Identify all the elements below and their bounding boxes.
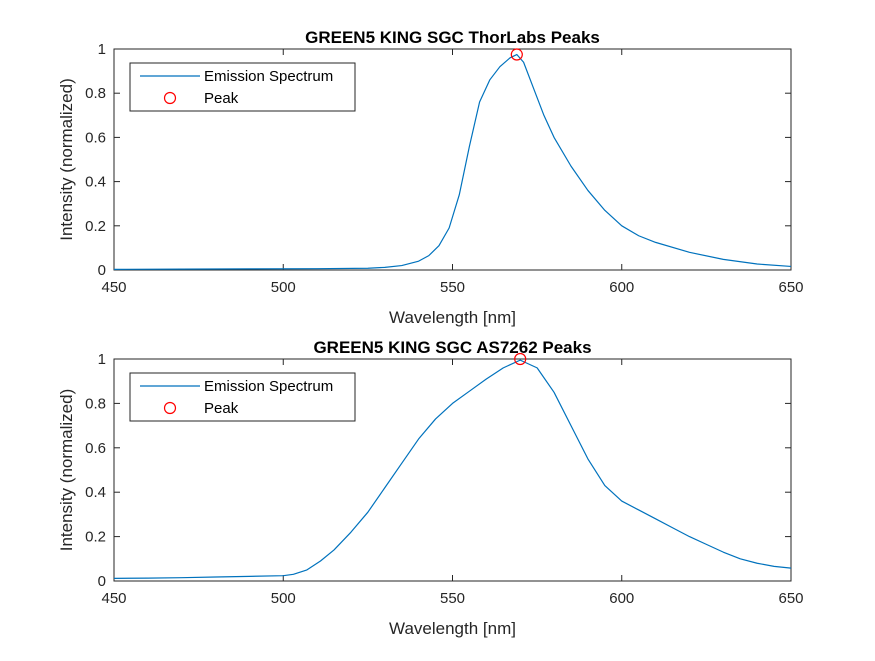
peak-marker	[514, 352, 527, 366]
y-tick-label: 0.8	[85, 395, 106, 412]
y-tick-label: 1	[98, 351, 106, 368]
chart-title: GREEN5 KING SGC AS7262 Peaks	[313, 338, 591, 357]
x-tick-label: 500	[271, 590, 296, 607]
y-tick-label: 0.6	[85, 129, 106, 146]
y-tick-label: 0	[98, 262, 106, 279]
x-tick-label: 650	[778, 279, 803, 296]
y-tick-label: 0.8	[85, 85, 106, 102]
x-tick-label: 550	[440, 590, 465, 607]
x-axis-label: Wavelength [nm]	[389, 619, 516, 638]
y-tick-label: 1	[98, 41, 106, 58]
peak-marker	[510, 48, 523, 61]
y-axis-label: Intensity (normalized)	[57, 78, 76, 241]
legend-label-emission-spectrum: Emission Spectrum	[204, 68, 333, 85]
y-tick-label: 0.4	[85, 174, 106, 191]
y-tick-label: 0.6	[85, 440, 106, 457]
legend-label-peak: Peak	[204, 90, 239, 107]
y-axis-label: Intensity (normalized)	[57, 389, 76, 552]
legend-label-peak: Peak	[204, 400, 239, 417]
x-axis-label: Wavelength [nm]	[389, 308, 516, 327]
y-tick-label: 0.2	[85, 529, 106, 546]
series-line-emission-spectrum	[113, 53, 792, 270]
chart-title: GREEN5 KING SGC ThorLabs Peaks	[305, 28, 600, 47]
y-tick-label: 0.4	[85, 484, 106, 501]
legend-label-emission-spectrum: Emission Spectrum	[204, 378, 333, 395]
legend-marker-swatch	[163, 91, 177, 105]
x-tick-label: 550	[440, 279, 465, 296]
legend-marker-swatch	[163, 401, 177, 415]
x-tick-label: 650	[778, 590, 803, 607]
series-line-emission-spectrum	[113, 359, 792, 579]
x-tick-label: 600	[609, 590, 634, 607]
x-tick-label: 450	[101, 590, 126, 607]
x-tick-label: 500	[271, 279, 296, 296]
x-tick-label: 450	[101, 279, 126, 296]
y-tick-label: 0	[98, 573, 106, 590]
y-tick-label: 0.2	[85, 218, 106, 235]
x-tick-label: 600	[609, 279, 634, 296]
